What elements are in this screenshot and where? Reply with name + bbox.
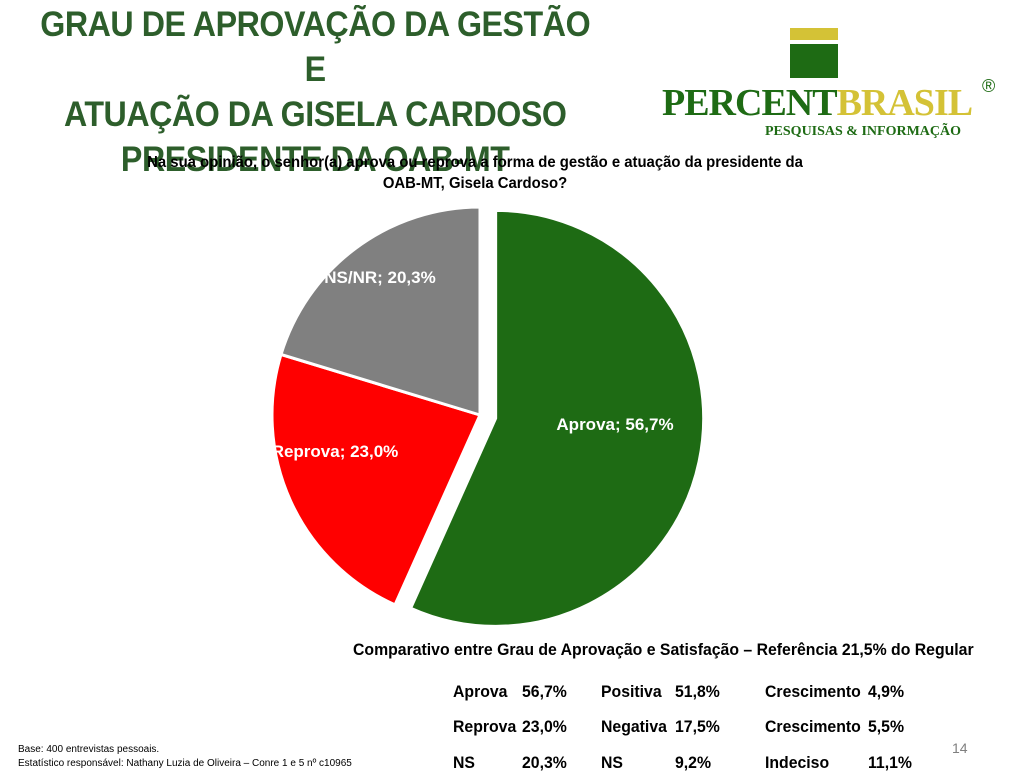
comparison-value: 20,3% bbox=[522, 753, 567, 772]
comparison-value: 11,1% bbox=[868, 753, 912, 772]
logo-tagline: PESQUISAS & INFORMAÇÃO bbox=[765, 121, 961, 139]
comparison-label: Reprova bbox=[453, 717, 517, 736]
logo-brand-text: PERCENTBRASIL bbox=[662, 82, 972, 124]
comparison-label: Aprova bbox=[453, 682, 508, 701]
pie-slice-ns-nr bbox=[279, 205, 482, 418]
logo-brand-part1: PERCENT bbox=[662, 82, 837, 124]
logo-brand-part2: BRASIL bbox=[837, 82, 973, 124]
comparison-label: Positiva bbox=[601, 682, 662, 701]
comparison-label: Crescimento bbox=[765, 682, 861, 701]
logo-gold-bar bbox=[790, 28, 838, 40]
pie-slice-reprova bbox=[270, 352, 483, 607]
pie-chart: Aprova; 56,7% Reprova; 23,0% NS/NR; 20,3% bbox=[270, 205, 706, 628]
comparison-label: NS bbox=[601, 753, 623, 772]
footer-responsible: Estatístico responsável: Nathany Luzia d… bbox=[18, 758, 352, 769]
title-line: GRAU DE APROVAÇÃO DA GESTÃO E bbox=[40, 5, 591, 89]
pie-slice-aprova bbox=[408, 208, 706, 628]
footer-base: Base: 400 entrevistas pessoais. bbox=[18, 744, 160, 755]
comparison-value: 56,7% bbox=[522, 682, 567, 701]
page-number: 14 bbox=[952, 740, 968, 756]
comparison-label: Crescimento bbox=[765, 717, 861, 736]
comparison-value: 23,0% bbox=[522, 717, 567, 736]
comparison-value: 5,5% bbox=[868, 717, 905, 736]
comparison-label: Indeciso bbox=[765, 753, 830, 772]
page-title: GRAU DE APROVAÇÃO DA GESTÃO E ATUAÇÃO DA… bbox=[30, 2, 600, 182]
comparison-value: 4,9% bbox=[868, 682, 905, 701]
comparison-title: Comparativo entre Grau de Aprovação e Sa… bbox=[353, 640, 974, 659]
pie-label-ns-nr: NS/NR; 20,3% bbox=[324, 268, 435, 287]
title-line: PRESIDENTE DA OAB-MT bbox=[120, 140, 510, 179]
comparison-value: 17,5% bbox=[675, 717, 720, 736]
comparison-value: 51,8% bbox=[675, 682, 720, 701]
logo-green-bar bbox=[790, 44, 838, 78]
percentbrasil-logo: PERCENTBRASIL ® PESQUISAS & INFORMAÇÃO bbox=[662, 28, 995, 139]
comparison-value: 9,2% bbox=[675, 753, 712, 772]
pie-label-reprova: Reprova; 23,0% bbox=[272, 442, 399, 461]
survey-question: Na sua opinião, o senhor(a) aprova ou re… bbox=[147, 154, 803, 192]
comparison-label: Negativa bbox=[601, 717, 667, 736]
title-line: ATUAÇÃO DA GISELA CARDOSO bbox=[63, 95, 567, 134]
logo-registered: ® bbox=[982, 76, 995, 96]
comparison-label: NS bbox=[453, 753, 475, 772]
pie-label-aprova: Aprova; 56,7% bbox=[556, 415, 673, 434]
